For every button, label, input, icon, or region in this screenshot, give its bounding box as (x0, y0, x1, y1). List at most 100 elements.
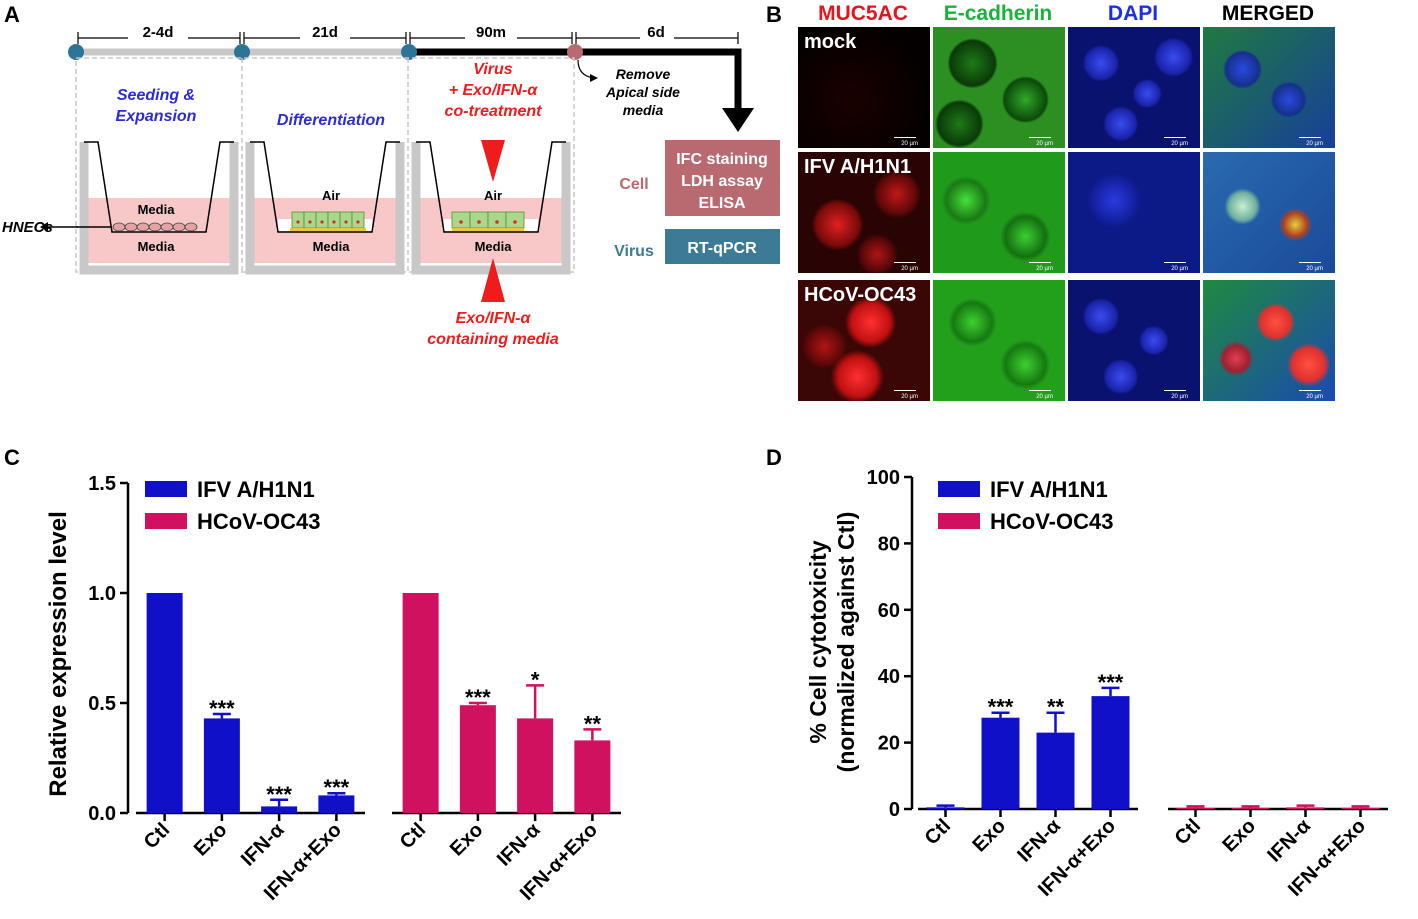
virus-label: Virus (614, 243, 654, 260)
legend-label: HCoV-OC43 (990, 509, 1113, 534)
column-header-dapi: DAPI (1107, 2, 1159, 25)
stage2-air: Air (322, 188, 340, 203)
stage3-air: Air (484, 188, 502, 203)
bar (1341, 808, 1380, 809)
stage4-note-line2: Apical side (605, 84, 680, 100)
micrograph-ifv-ecadherin: 20 µm (933, 152, 1065, 273)
micrograph-hcov-muc5ac: HCoV-OC43 20 µm (798, 280, 930, 401)
timeline-label-4: 6d (647, 24, 665, 41)
x-tick-label: Ctl (396, 819, 430, 853)
column-header-ecadherin: E-cadherin (943, 2, 1053, 25)
stage4-note-line3: media (623, 102, 664, 118)
significance-marker: *** (988, 695, 1014, 720)
plot-area: 0.00.51.01.5Ctl***Exo***IFN-α***IFN-α+Ex… (88, 473, 621, 905)
stage1-bottom-media: Media (138, 239, 176, 254)
panel-label-d: D (766, 445, 782, 470)
scale-bar-label: 20 µm (1036, 141, 1053, 147)
significance-marker: *** (324, 775, 350, 800)
significance-marker: ** (1047, 695, 1065, 720)
panel-c-chart: C Relative expression level 0.0 0.5 1.0 1.5… (4, 445, 621, 905)
bar (203, 718, 240, 813)
well-stage1 (79, 141, 239, 275)
panel-a-protocol-diagram: A 2-4d 21d 90m 6d Seeding & Expansion Di… (2, 2, 780, 348)
x-tick-label: Exo (1219, 815, 1260, 856)
scale-bar-label: 20 µm (901, 266, 918, 272)
y-tick-label: 20 (878, 733, 900, 755)
row-label-ifv: IFV A/H1N1 (804, 156, 912, 178)
micrograph-ifv-dapi: 20 µm (1068, 152, 1200, 273)
y-tick-label: 1.0 (88, 583, 116, 605)
y-axis-title-line2: (normalized against Ctl) (833, 512, 859, 773)
cell-assay-1: IFC staining (676, 151, 768, 168)
scale-bar-label: 20 µm (1036, 394, 1053, 400)
bar (981, 717, 1020, 809)
micrograph-hcov-merged: 20 µm (1203, 280, 1335, 401)
well-stage2 (245, 141, 405, 275)
scale-bar-label: 20 µm (1306, 141, 1323, 147)
stage3-media: Media (475, 239, 513, 254)
column-header-muc5ac: MUC5AC (818, 2, 908, 25)
row-label-mock: mock (804, 31, 857, 53)
cell-assay-3: ELISA (698, 195, 746, 212)
stage2-media: Media (313, 239, 351, 254)
bar (146, 593, 183, 813)
x-tick-label: IFN-α (237, 818, 289, 870)
virus-assay: RT-qPCR (687, 240, 757, 257)
arrow-left-icon (40, 222, 48, 232)
x-tick-label: Ctl (1171, 815, 1205, 849)
micrograph-mock-dapi: 20 µm (1068, 27, 1200, 148)
legend-swatch (145, 513, 187, 529)
curved-arrow-icon (590, 74, 598, 82)
bar (1091, 696, 1130, 809)
stage1-title-line1: Seeding & (117, 87, 195, 104)
legend-swatch (938, 481, 980, 497)
scale-bar-label: 20 µm (1171, 141, 1188, 147)
scale-bar-label: 20 µm (1306, 394, 1323, 400)
bar (517, 718, 554, 813)
x-tick-label: IFN-α (1263, 814, 1315, 866)
x-tick-label: Ctl (921, 815, 955, 849)
micrograph-mock-muc5ac: mock 20 µm (798, 27, 930, 148)
bar (926, 807, 965, 809)
bar (1286, 807, 1325, 809)
stage3-title-line1: Virus (473, 61, 513, 78)
timeline-node (68, 44, 84, 60)
timeline-arrow-icon (722, 108, 754, 132)
x-tick-label: Exo (969, 815, 1010, 856)
x-tick-label: IFN-α (1013, 814, 1065, 866)
micrograph-mock-merged: 20 µm (1203, 27, 1335, 148)
y-tick-label: 80 (878, 533, 900, 555)
scale-bar-label: 20 µm (901, 394, 918, 400)
bar (1176, 808, 1215, 809)
bar (459, 705, 496, 813)
significance-marker: *** (209, 696, 235, 721)
panel-b-micrographs: B MUC5AC E-cadherin DAPI MERGED mock 20 … (760, 0, 1418, 410)
bar (318, 795, 355, 813)
timeline-node (567, 44, 583, 60)
bar (402, 593, 439, 813)
x-tick-label: Ctl (140, 819, 174, 853)
y-axis-title: Relative expression level (45, 511, 72, 797)
micrograph-hcov-dapi: 20 µm (1068, 280, 1200, 401)
micrograph-ifv-merged: 20 µm (1203, 152, 1335, 273)
column-header-merged: MERGED (1221, 2, 1315, 25)
arrow-down-icon (481, 140, 505, 182)
legend-label: IFV A/H1N1 (197, 477, 315, 502)
virus-assay-box (665, 229, 780, 264)
micrograph-ifv-muc5ac: IFV A/H1N1 20 µm (798, 152, 930, 273)
significance-marker: *** (465, 685, 491, 710)
stage1-top-media: Media (138, 202, 176, 217)
bar (261, 806, 298, 813)
y-tick-label: 0 (889, 799, 900, 821)
scale-bar-label: 20 µm (1306, 266, 1323, 272)
timeline-label-3: 90m (476, 24, 506, 41)
micrograph-mock-ecadherin: 20 µm (933, 27, 1065, 148)
legend-label: HCoV-OC43 (197, 509, 320, 534)
micrograph-hcov-ecadherin: 20 µm (933, 280, 1065, 401)
significance-marker: *** (1098, 670, 1124, 695)
legend-label: IFV A/H1N1 (990, 477, 1108, 502)
stage4-note-line1: Remove (616, 66, 671, 82)
panel-label-a: A (4, 2, 20, 27)
plot-area: 020406080100Ctl***Exo**IFN-α***IFN-α+Exo… (867, 467, 1388, 901)
y-tick-label: 0.5 (88, 693, 116, 715)
